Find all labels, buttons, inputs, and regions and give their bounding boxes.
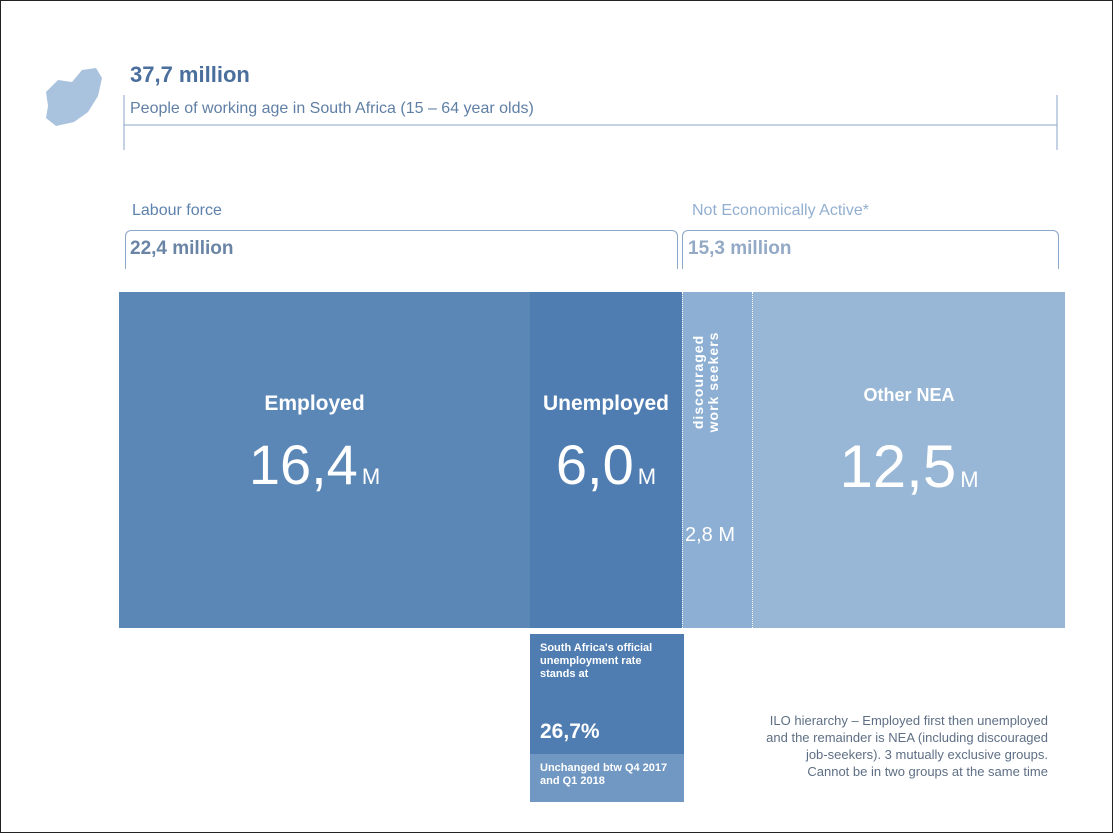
note-line: ILO hierarchy – Employed first then unem… xyxy=(769,713,1048,728)
title: 37,7 million xyxy=(130,62,250,87)
discouraged-block: discouraged work seekers 2,8 M xyxy=(682,292,753,628)
group-bracket xyxy=(125,230,678,269)
group-value: 15,3 million xyxy=(688,238,792,259)
unit: M xyxy=(960,467,979,492)
label-line: work seekers xyxy=(705,331,721,433)
top-bracket xyxy=(123,95,1058,150)
unit: M xyxy=(637,464,657,489)
subtitle: People of working age in South Africa (1… xyxy=(130,100,534,117)
note-line: job-seekers). 3 mutually exclusive group… xyxy=(805,747,1048,762)
group-label: Labour force xyxy=(132,202,222,219)
group-value: 22,4 million xyxy=(130,238,234,259)
block-value: 6,0 M xyxy=(530,432,682,497)
block-label: discouraged work seekers xyxy=(690,302,721,462)
block-label: Other NEA xyxy=(863,385,955,405)
value: 6,0 xyxy=(555,433,634,496)
block-value: 12,5 M xyxy=(753,432,1065,501)
rate-value: 26,7% xyxy=(540,720,600,743)
block-label: Unemployed xyxy=(542,392,670,415)
group-label: Not Economically Active* xyxy=(692,202,869,219)
rate-box: South Africa's official unemployment rat… xyxy=(530,634,684,802)
map-icon xyxy=(46,68,102,126)
label-line: discouraged xyxy=(690,334,706,430)
value: 16,4 xyxy=(248,433,358,496)
unemployed-block: Unemployed 6,0 M xyxy=(530,292,682,628)
note-line: and the remainder is NEA (including disc… xyxy=(766,730,1048,745)
rate-footer: Unchanged btw Q4 2017 and Q1 2018 xyxy=(530,754,684,802)
value: 12,5 xyxy=(839,433,957,500)
note: ILO hierarchy – Employed first then unem… xyxy=(766,712,1048,780)
rate-footnote: Unchanged btw Q4 2017 and Q1 2018 xyxy=(540,762,668,787)
unit: M xyxy=(361,464,381,489)
rate-text: South Africa's official unemployment rat… xyxy=(540,642,653,680)
block-label: Employed xyxy=(264,392,365,415)
note-line: Cannot be in two groups at the same time xyxy=(807,764,1048,779)
employed-block: Employed 16,4 M xyxy=(119,292,530,628)
block-value: 16,4 M xyxy=(109,432,520,497)
group-bracket xyxy=(682,230,1059,269)
other-nea-block: Other NEA 12,5 M xyxy=(753,292,1065,628)
block-value: 2,8 M xyxy=(685,524,736,546)
